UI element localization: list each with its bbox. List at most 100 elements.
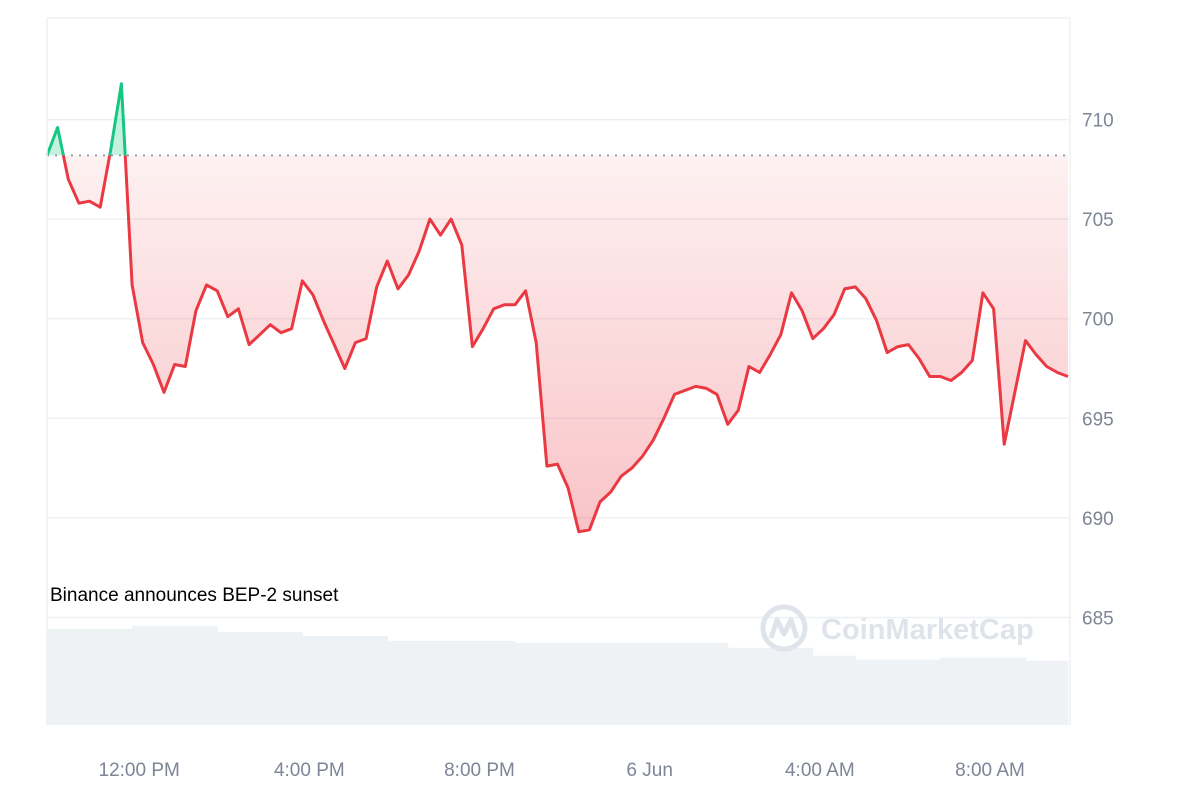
volume-bar: [472, 640, 516, 725]
price-point: [779, 333, 782, 336]
price-point: [577, 530, 580, 533]
price-point: [354, 341, 357, 344]
price-point: [620, 475, 623, 478]
price-point: [1003, 443, 1006, 446]
x-axis: 12:00 PM 4:00 PM 8:00 PM 6 Jun 4:00 AM 8:00 A…: [99, 760, 1025, 781]
price-point: [450, 218, 453, 221]
volume-bar: [897, 659, 941, 725]
price-line: [45, 82, 1069, 534]
price-point: [279, 331, 282, 334]
price-point: [77, 202, 80, 205]
price-point: [545, 465, 548, 468]
price-point: [56, 126, 59, 129]
volume-bar: [514, 642, 558, 725]
price-point: [492, 307, 495, 310]
price-point: [216, 289, 219, 292]
price-point: [875, 319, 878, 322]
price-point: [513, 303, 516, 306]
price-point: [811, 337, 814, 340]
price-point: [311, 293, 314, 296]
price-point: [141, 341, 144, 344]
price-point: [428, 218, 431, 221]
watermark-text: CoinMarketCap: [821, 614, 1034, 646]
volume-bar: [642, 642, 686, 725]
price-point: [864, 297, 867, 300]
price-point: [673, 393, 676, 396]
price-point: [652, 439, 655, 442]
price-point: [907, 343, 910, 346]
price-point: [854, 285, 857, 288]
price-point: [822, 327, 825, 330]
x-tick-label: 4:00 PM: [274, 760, 345, 781]
price-point: [269, 323, 272, 326]
price-point: [439, 234, 442, 237]
price-point: [386, 259, 389, 262]
price-point: [833, 313, 836, 316]
volume-bar: [302, 635, 346, 725]
price-point: [407, 273, 410, 276]
price-point: [471, 345, 474, 348]
price-point: [737, 409, 740, 412]
volume-bar: [770, 647, 814, 725]
price-point: [109, 148, 112, 151]
price-area-up: [47, 83, 126, 156]
price-point: [705, 387, 708, 390]
volume-bar: [940, 657, 984, 725]
price-point: [918, 357, 921, 360]
price-point: [333, 343, 336, 346]
price-point: [928, 375, 931, 378]
price-point: [205, 283, 208, 286]
y-tick-label: 700: [1082, 310, 1114, 331]
event-annotation[interactable]: Binance announces BEP-2 sunset: [50, 585, 339, 606]
price-point: [992, 307, 995, 310]
y-tick-label: 690: [1082, 509, 1114, 530]
price-point: [194, 309, 197, 312]
price-point: [418, 250, 421, 253]
price-point: [886, 351, 889, 354]
coinmarketcap-logo-icon: [760, 604, 808, 652]
price-point: [981, 291, 984, 294]
price-point: [173, 363, 176, 366]
price-point: [716, 393, 719, 396]
price-point: [758, 371, 761, 374]
volume-bar: [174, 626, 218, 725]
volume-bar: [344, 635, 388, 725]
price-point: [258, 333, 261, 336]
price-point: [88, 200, 91, 203]
price-point: [694, 385, 697, 388]
price-point: [662, 417, 665, 420]
price-point: [460, 244, 463, 247]
price-point: [1045, 365, 1048, 368]
price-point: [843, 287, 846, 290]
price-point: [1067, 375, 1070, 378]
price-point: [896, 345, 899, 348]
x-tick-label: 12:00 PM: [99, 760, 180, 781]
price-point: [801, 309, 804, 312]
price-point: [684, 389, 687, 392]
price-area: [47, 83, 1068, 532]
price-point: [322, 319, 325, 322]
y-tick-label: 710: [1082, 111, 1114, 132]
volume-bar: [600, 642, 644, 725]
price-point: [1035, 353, 1038, 356]
price-point: [237, 307, 240, 310]
price-point: [396, 287, 399, 290]
price-point: [769, 353, 772, 356]
volume-bar: [429, 640, 473, 725]
price-point: [99, 206, 102, 209]
price-point: [641, 455, 644, 458]
volume-bar: [47, 628, 91, 725]
price-point: [152, 363, 155, 366]
x-tick-label: 8:00 PM: [444, 760, 515, 781]
x-tick-label: 4:00 AM: [785, 760, 855, 781]
price-point: [747, 365, 750, 368]
price-point: [67, 178, 70, 181]
volume-bar: [855, 659, 899, 725]
volume-bars: [47, 626, 1069, 725]
volume-bar: [812, 655, 856, 725]
volume-bar: [982, 657, 1026, 725]
volume-bar: [727, 647, 771, 725]
price-point: [365, 337, 368, 340]
price-point: [131, 283, 134, 286]
